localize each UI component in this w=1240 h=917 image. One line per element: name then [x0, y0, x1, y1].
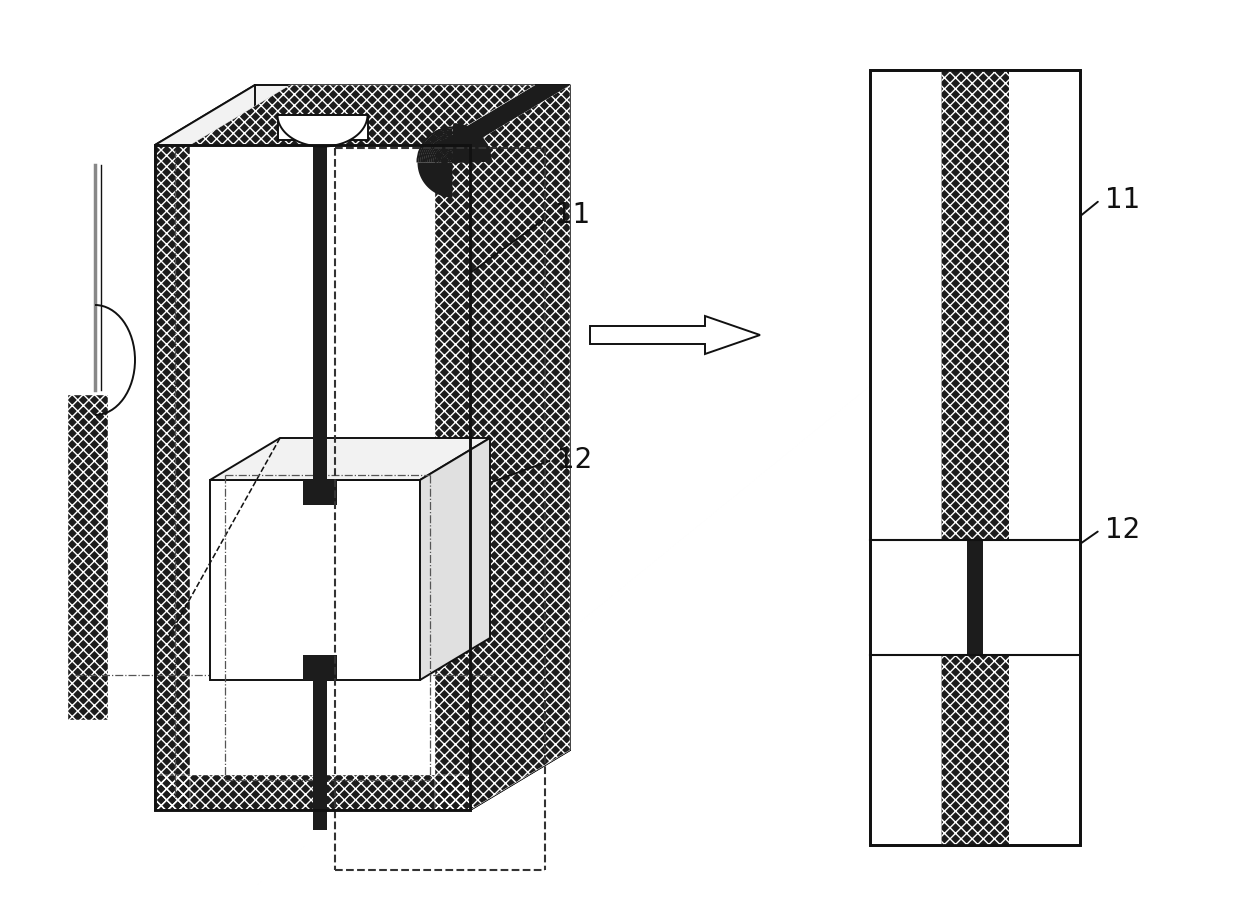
Polygon shape	[155, 775, 470, 810]
Polygon shape	[435, 85, 570, 145]
Polygon shape	[304, 480, 337, 505]
Polygon shape	[210, 480, 420, 680]
Polygon shape	[312, 680, 327, 830]
Text: 12: 12	[1105, 516, 1141, 544]
Polygon shape	[941, 655, 1009, 845]
Polygon shape	[967, 540, 983, 655]
Polygon shape	[312, 120, 327, 480]
Polygon shape	[68, 395, 108, 720]
Polygon shape	[155, 750, 570, 810]
Polygon shape	[190, 85, 534, 145]
Polygon shape	[470, 85, 570, 810]
Text: 11: 11	[1105, 186, 1141, 214]
Polygon shape	[870, 70, 1080, 845]
Polygon shape	[155, 85, 255, 810]
Polygon shape	[155, 85, 570, 145]
Polygon shape	[590, 316, 760, 354]
Polygon shape	[420, 438, 490, 680]
Polygon shape	[155, 145, 470, 810]
Polygon shape	[278, 115, 367, 147]
Polygon shape	[278, 115, 367, 140]
Polygon shape	[210, 438, 490, 480]
Text: 11: 11	[556, 201, 590, 229]
Text: 12: 12	[557, 446, 593, 474]
Polygon shape	[304, 655, 337, 680]
Polygon shape	[470, 85, 570, 810]
Polygon shape	[435, 145, 470, 810]
Polygon shape	[155, 145, 190, 810]
Polygon shape	[941, 70, 1009, 540]
Polygon shape	[190, 145, 435, 775]
Polygon shape	[418, 162, 453, 197]
